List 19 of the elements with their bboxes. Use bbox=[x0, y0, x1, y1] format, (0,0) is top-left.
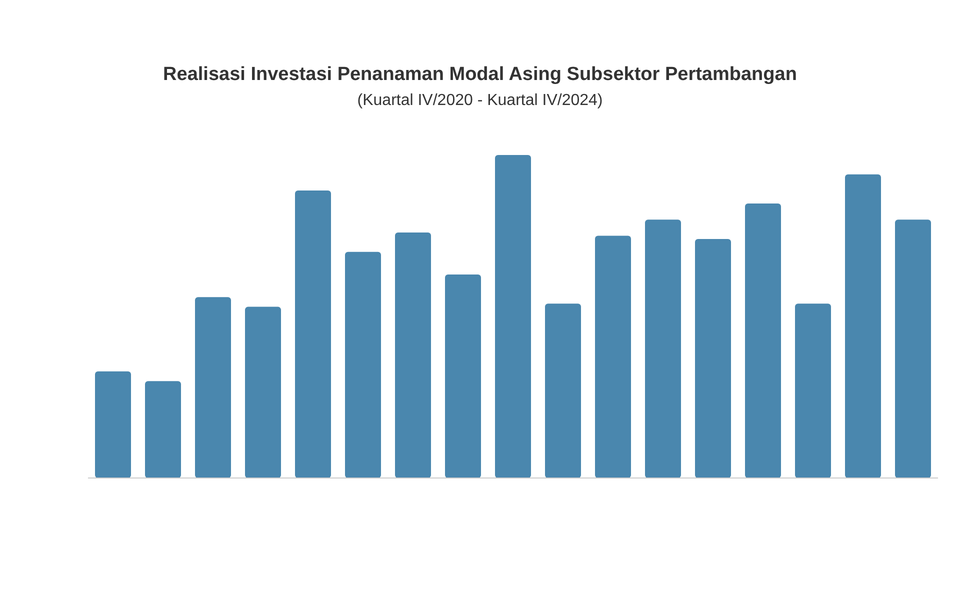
bar bbox=[295, 190, 331, 478]
bar bbox=[695, 238, 731, 478]
bar bbox=[445, 274, 481, 478]
bar bbox=[845, 174, 881, 478]
bar bbox=[895, 220, 931, 478]
bar bbox=[245, 306, 281, 478]
bar bbox=[595, 236, 631, 478]
bar bbox=[345, 252, 381, 478]
bar bbox=[795, 304, 831, 478]
bar bbox=[95, 371, 131, 478]
bar bbox=[145, 381, 181, 478]
chart-title: Realisasi Investasi Penanaman Modal Asing Subsektor Pertambangan bbox=[163, 64, 797, 85]
bar bbox=[645, 220, 681, 478]
bar bbox=[395, 232, 431, 478]
bar bbox=[195, 297, 231, 478]
bar bbox=[495, 155, 531, 478]
bar bbox=[745, 203, 781, 478]
bar bbox=[545, 304, 581, 478]
chart-subtitle: (Kuartal IV/2020 - Kuartal IV/2024) bbox=[357, 92, 603, 109]
